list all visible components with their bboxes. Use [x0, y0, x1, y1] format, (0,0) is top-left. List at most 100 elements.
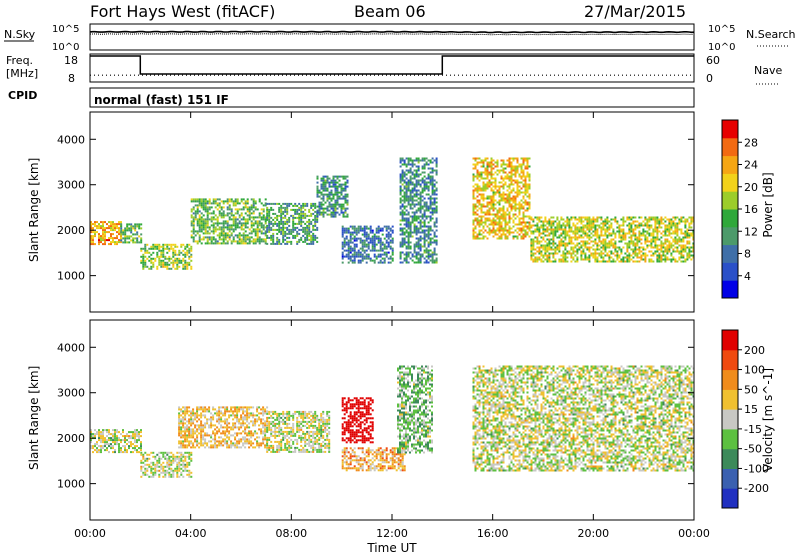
- heatmap-cell: [576, 250, 579, 253]
- heatmap-cell: [116, 235, 118, 238]
- heatmap-cell: [262, 208, 265, 211]
- heatmap-cell: [417, 241, 420, 244]
- heatmap-cell: [210, 242, 213, 245]
- heatmap-cell: [409, 197, 412, 200]
- heatmap-cell: [242, 218, 245, 221]
- heatmap-cell: [660, 256, 663, 259]
- heatmap-cell: [429, 229, 432, 232]
- heatmap-cell: [318, 213, 321, 216]
- heatmap-cell: [268, 228, 271, 231]
- heatmap-cell: [622, 216, 625, 219]
- heatmap-cell: [385, 253, 388, 256]
- heatmap-cell: [644, 256, 647, 259]
- heatmap-cell: [286, 208, 289, 211]
- heatmap-cell: [180, 408, 183, 411]
- heatmap-cell: [252, 240, 255, 243]
- heatmap-cell: [590, 240, 593, 243]
- heatmap-cell: [98, 451, 100, 454]
- heatmap-cell: [522, 161, 525, 164]
- heatmap-cell: [518, 221, 521, 224]
- heatmap-cell: [628, 236, 631, 239]
- heatmap-cell: [94, 445, 96, 448]
- heatmap-cell: [346, 181, 349, 184]
- heatmap-cell: [544, 258, 547, 261]
- heatmap-cell: [634, 216, 637, 219]
- heatmap-cell: [554, 230, 557, 233]
- heatmap-cell: [399, 223, 402, 226]
- heatmap-cell: [128, 235, 131, 238]
- heatmap-cell: [510, 227, 513, 230]
- heatmap-cell: [433, 189, 436, 192]
- heatmap-cell: [670, 236, 673, 239]
- heatmap-cell: [419, 201, 422, 204]
- heatmap-cell: [230, 198, 233, 201]
- heatmap-cell: [156, 251, 159, 254]
- heatmap-cell: [381, 261, 384, 264]
- heatmap-cell: [508, 185, 511, 188]
- heatmap-cell: [425, 247, 428, 250]
- heatmap-cell: [421, 255, 424, 258]
- heatmap-cell: [596, 248, 599, 251]
- heatmap-cell: [642, 252, 645, 255]
- heatmap-cell: [684, 218, 687, 221]
- heatmap-cell: [407, 243, 410, 246]
- heatmap-cell: [552, 228, 555, 231]
- heatmap-cell: [264, 218, 267, 221]
- heatmap-cell: [138, 223, 141, 226]
- heatmap-cell: [338, 213, 341, 216]
- heatmap-cell: [413, 195, 416, 198]
- heatmap-cell: [556, 248, 559, 251]
- heatmap-cell: [246, 200, 249, 203]
- heatmap-cell: [427, 159, 430, 162]
- heatmap-cell: [421, 225, 424, 228]
- heatmap-cell: [504, 201, 507, 204]
- heatmap-cell: [522, 163, 525, 166]
- heatmap-cell: [584, 218, 587, 221]
- heatmap-cell: [328, 213, 331, 216]
- heatmap-cell: [548, 238, 551, 241]
- heatmap-cell: [602, 244, 605, 247]
- heatmap-cell: [391, 237, 394, 240]
- heatmap-cell: [148, 463, 151, 466]
- heatmap-cell: [528, 201, 531, 204]
- heatmap-cell: [232, 224, 235, 227]
- heatmap-cell: [363, 235, 366, 238]
- heatmap-cell: [288, 236, 291, 239]
- heatmap-cell: [409, 183, 412, 186]
- heatmap-cell: [347, 257, 350, 260]
- heatmap-cell: [320, 177, 323, 180]
- heatmap-cell: [435, 189, 438, 192]
- heatmap-cell: [316, 195, 319, 198]
- heatmap-cell: [560, 228, 563, 231]
- heatmap-cell: [666, 256, 669, 259]
- heatmap-cell: [498, 227, 501, 230]
- heatmap-cell: [194, 440, 197, 443]
- heatmap-cell: [602, 242, 605, 245]
- heatmap-cell: [196, 198, 199, 201]
- heatmap-cell: [204, 220, 207, 223]
- heatmap-cell: [409, 235, 412, 238]
- heatmap-cell: [692, 234, 695, 237]
- heatmap-cell: [506, 229, 509, 232]
- heatmap-cell: [134, 437, 136, 440]
- heatmap-cell: [530, 256, 533, 259]
- heatmap-cell: [564, 226, 567, 229]
- heatmap-cell: [375, 237, 378, 240]
- heatmap-cell: [256, 238, 259, 241]
- heatmap-cell: [328, 181, 331, 184]
- heatmap-cell: [182, 455, 185, 458]
- heatmap-cell: [608, 250, 611, 253]
- heatmap-cell: [186, 426, 189, 429]
- heatmap-cell: [341, 253, 344, 256]
- heatmap-cell: [278, 208, 281, 211]
- heatmap-cell: [367, 245, 370, 248]
- heatmap-cell: [682, 260, 685, 263]
- heatmap-cell: [168, 249, 171, 252]
- heatmap-cell: [586, 226, 589, 229]
- heatmap-cell: [174, 245, 177, 248]
- heatmap-cell: [236, 224, 239, 227]
- heatmap-cell: [387, 227, 390, 230]
- heatmap-cell: [338, 203, 341, 206]
- heatmap-cell: [610, 244, 613, 247]
- heatmap-cell: [616, 226, 619, 229]
